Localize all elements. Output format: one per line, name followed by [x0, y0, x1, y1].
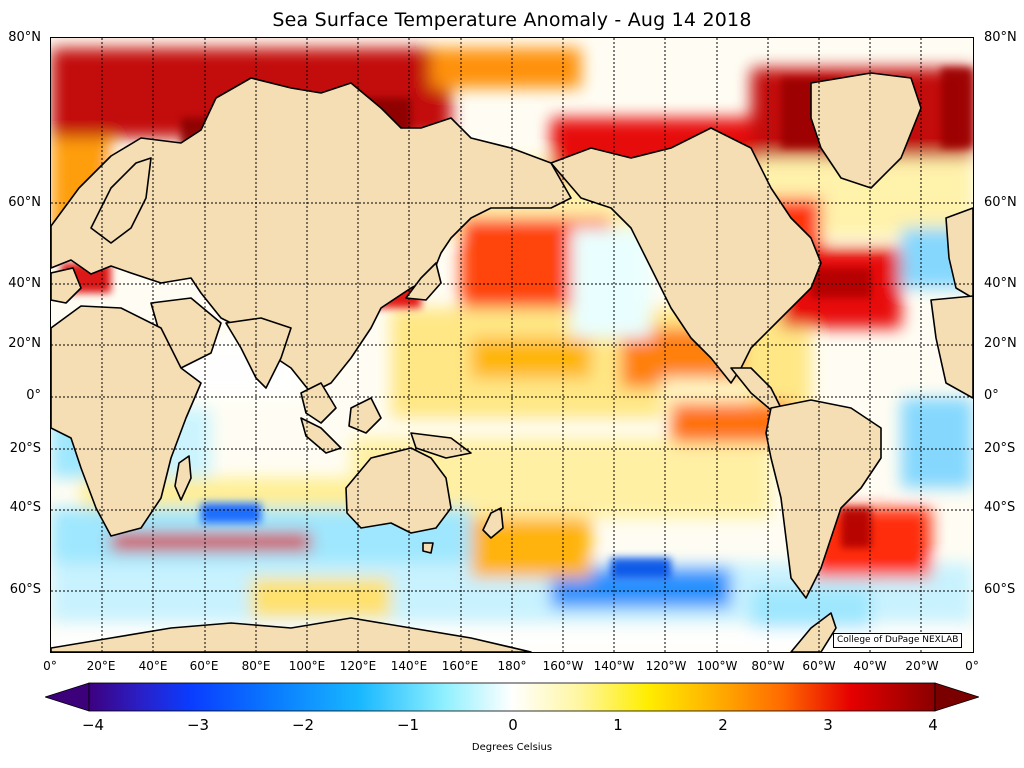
colorbar-tick-neg4: −4 [81, 716, 105, 734]
lon-label-120e: 120°E [339, 659, 377, 673]
lat-label-right-60n: 60°N [984, 195, 1017, 210]
lat-label-right-20s: 20°S [984, 441, 1016, 456]
land-southeast-asia [300, 382, 337, 424]
land-madagascar [174, 455, 192, 501]
lat-label-left-60n: 60°N [8, 195, 41, 210]
land-greenland [810, 72, 922, 189]
land-scandinavia [90, 157, 152, 244]
lat-label-left-60s: 60°S [9, 582, 41, 597]
land-new-guinea [410, 432, 472, 459]
lat-label-left-0: 0° [26, 388, 41, 403]
lon-label-60e: 60°E [189, 659, 219, 673]
lon-label-40e: 40°E [138, 659, 168, 673]
land-sumatra [300, 417, 342, 454]
land-europe-east [945, 207, 973, 299]
land-africa-west [930, 295, 973, 399]
colorbar-label: Degrees Celsius [471, 742, 553, 753]
land-antarctica [51, 617, 532, 652]
colorbar-extend-under [45, 682, 90, 712]
colorbar-tick-neg2: −2 [291, 716, 315, 734]
lon-label-100e: 100°E [288, 659, 326, 673]
sst-anomaly-map[interactable] [50, 37, 974, 653]
colorbar [45, 682, 979, 712]
lat-label-right-20n: 20°N [984, 336, 1017, 351]
lat-label-left-20n: 20°N [8, 336, 41, 351]
land-new-zealand [482, 507, 504, 539]
colorbar-tick-neg1: −1 [396, 716, 420, 734]
land-australia [345, 447, 452, 534]
land-eurasia [51, 77, 572, 394]
colorbar-tick-0: 0 [508, 716, 518, 734]
land-masses [51, 72, 973, 652]
colorbar-tick-3: 3 [823, 716, 833, 734]
lat-label-right-40s: 40°S [984, 500, 1016, 515]
lat-label-left-20s: 20°S [9, 441, 41, 456]
colorbar-tick-2: 2 [718, 716, 728, 734]
colorbar-tick-neg3: −3 [186, 716, 210, 734]
lon-label-80e: 80°E [241, 659, 271, 673]
colorbar-extend-over [934, 682, 979, 712]
graticule [51, 38, 973, 652]
lat-label-right-0: 0° [984, 388, 999, 403]
lon-label-0-left: 0° [43, 659, 57, 673]
lon-label-60w: 60°W [802, 659, 836, 673]
colorbar-gradient [88, 682, 936, 712]
lon-label-80w: 80°W [751, 659, 785, 673]
lon-label-180: 180° [497, 659, 527, 673]
lat-label-left-40s: 40°S [9, 500, 41, 515]
lon-label-120w: 120°W [645, 659, 687, 673]
land-borneo [348, 397, 382, 434]
lat-label-right-60s: 60°S [984, 582, 1016, 597]
land-india [225, 317, 292, 389]
lat-label-left-80n: 80°N [8, 30, 41, 45]
lon-label-20e: 20°E [86, 659, 116, 673]
land-iberia [51, 267, 82, 304]
lat-label-right-80n: 80°N [984, 30, 1017, 45]
lon-label-100w: 100°W [696, 659, 738, 673]
lon-label-0-right: 0° [965, 659, 979, 673]
land-africa [51, 305, 202, 537]
land-japan [405, 262, 442, 301]
lon-label-140e: 140°E [390, 659, 428, 673]
lat-label-left-40n: 40°N [8, 276, 41, 291]
land-antarctic-peninsula [790, 612, 837, 652]
lon-label-20w: 20°W [905, 659, 939, 673]
colorbar-tick-4: 4 [928, 716, 938, 734]
colorbar-tick-1: 1 [613, 716, 623, 734]
map-title: Sea Surface Temperature Anomaly - Aug 14… [272, 9, 752, 31]
land-north-america [550, 127, 822, 384]
credit-label: College of DuPage NEXLAB [833, 633, 963, 648]
lat-label-right-40n: 40°N [984, 276, 1017, 291]
lon-label-140w: 140°W [593, 659, 635, 673]
lon-label-160w: 160°W [542, 659, 584, 673]
lon-label-160e: 160°E [441, 659, 479, 673]
map-canvas [51, 38, 973, 652]
land-tasmania [422, 542, 434, 554]
lon-label-40w: 40°W [853, 659, 887, 673]
